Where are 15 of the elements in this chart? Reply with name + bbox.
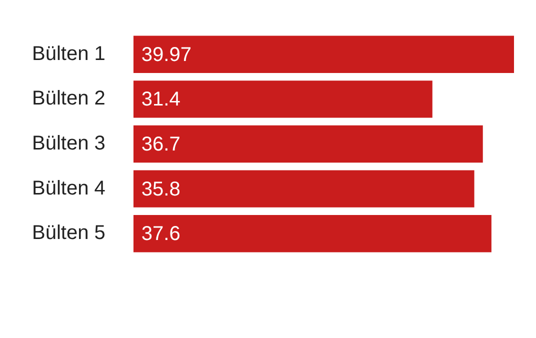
y-tick-label: Bülten 2	[32, 88, 106, 110]
y-tick-label: Bülten 1	[32, 42, 106, 65]
bar	[133, 36, 514, 73]
bar	[133, 80, 432, 118]
data-label: 31.4	[141, 88, 180, 111]
data-label: 39.97	[141, 44, 192, 66]
y-tick-label: Bülten 3	[32, 132, 106, 155]
y-tick-label: Bülten 5	[32, 222, 106, 244]
bar	[133, 170, 474, 208]
y-tick-label: Bülten 4	[32, 177, 106, 200]
data-label: 36.7	[141, 134, 180, 156]
bar	[133, 215, 492, 252]
bar	[133, 125, 483, 163]
data-label: 37.6	[141, 223, 180, 246]
data-label: 35.8	[141, 178, 180, 200]
